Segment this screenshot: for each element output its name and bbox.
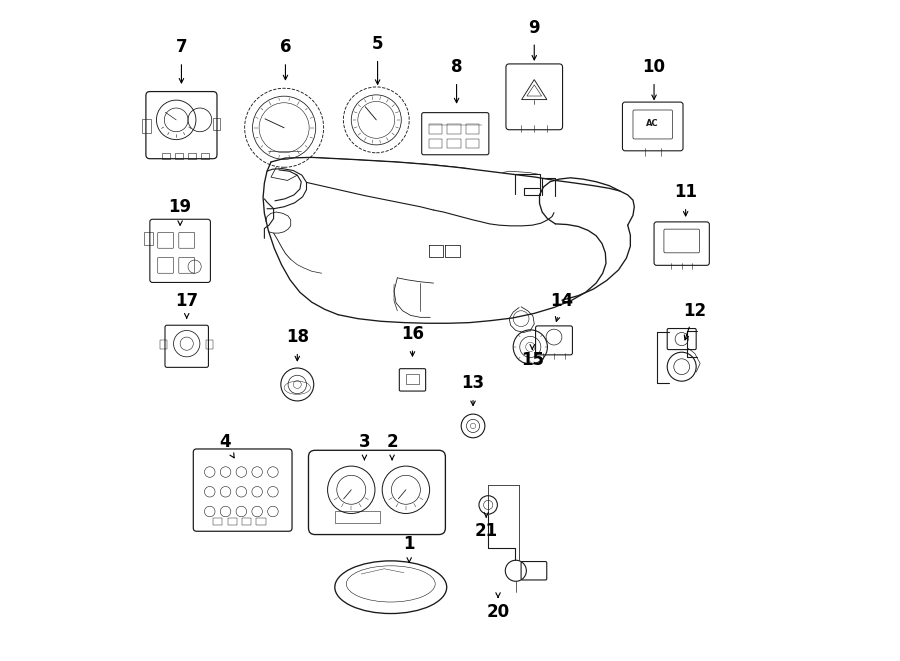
- Bar: [256, 518, 266, 525]
- Bar: [242, 518, 251, 525]
- Text: 9: 9: [528, 19, 540, 37]
- Bar: [160, 340, 167, 349]
- Bar: [447, 124, 461, 134]
- Bar: [335, 511, 380, 523]
- Text: 16: 16: [401, 325, 424, 343]
- Text: 14: 14: [550, 292, 573, 310]
- Bar: [213, 118, 220, 130]
- Text: 7: 7: [176, 38, 187, 56]
- Bar: [447, 139, 461, 148]
- Text: 12: 12: [683, 302, 706, 320]
- Text: 19: 19: [168, 198, 192, 215]
- Text: 4: 4: [219, 434, 230, 451]
- Bar: [142, 118, 151, 133]
- Text: 21: 21: [474, 522, 498, 540]
- Text: 13: 13: [462, 374, 484, 392]
- Text: 11: 11: [674, 183, 698, 201]
- Text: 8: 8: [451, 58, 463, 76]
- Bar: [175, 153, 183, 159]
- Text: 10: 10: [643, 58, 665, 76]
- Text: 1: 1: [403, 535, 415, 553]
- Text: 20: 20: [487, 603, 509, 621]
- Text: 3: 3: [358, 434, 370, 451]
- Bar: [202, 153, 209, 159]
- Text: 18: 18: [286, 328, 309, 346]
- Bar: [429, 124, 442, 134]
- Bar: [228, 518, 237, 525]
- Bar: [213, 518, 222, 525]
- Bar: [406, 374, 419, 385]
- Text: 2: 2: [386, 434, 398, 451]
- Text: 17: 17: [176, 292, 198, 310]
- Text: 5: 5: [372, 35, 383, 53]
- Text: 15: 15: [521, 351, 544, 369]
- Text: 6: 6: [280, 38, 292, 56]
- Bar: [162, 153, 169, 159]
- Bar: [429, 139, 442, 148]
- Bar: [188, 153, 196, 159]
- Bar: [206, 340, 213, 349]
- Text: AC: AC: [646, 119, 659, 128]
- Bar: [144, 232, 153, 245]
- Bar: [466, 124, 479, 134]
- Bar: [466, 139, 479, 148]
